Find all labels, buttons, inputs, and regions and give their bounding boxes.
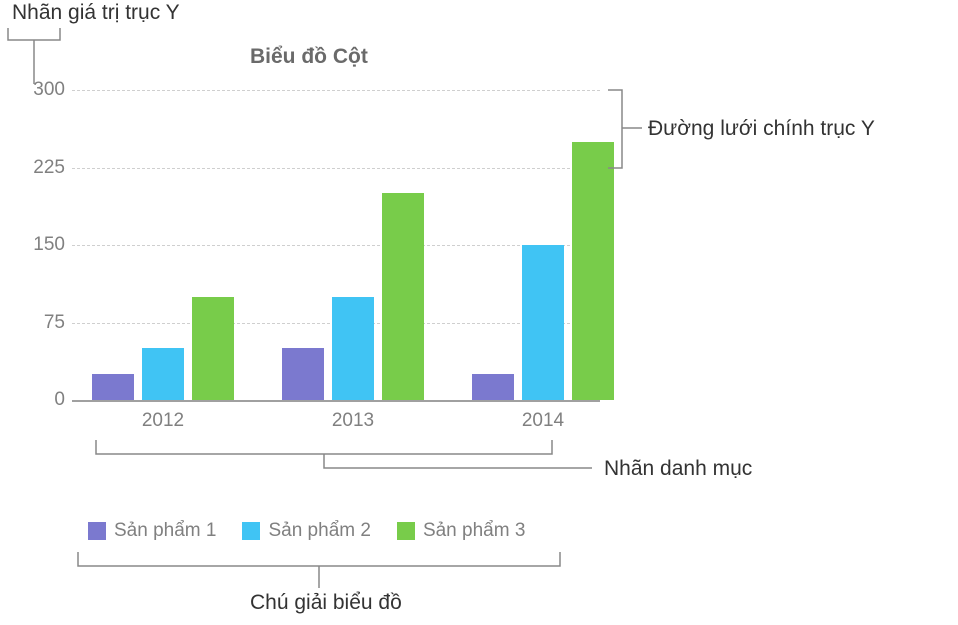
y-gridline — [72, 245, 600, 246]
y-axis-tick-label: 300 — [20, 79, 65, 101]
chart-title: Biểu đồ Cột — [250, 45, 368, 69]
y-axis-tick-label: 0 — [20, 389, 65, 411]
legend-label: Sản phẩm 3 — [423, 520, 525, 542]
y-gridline — [72, 168, 600, 169]
callout-category-label: Nhãn danh mục — [604, 456, 752, 481]
legend-swatch — [242, 522, 260, 540]
chart-plot-area — [72, 90, 600, 400]
x-axis-category-label: 2013 — [332, 410, 374, 432]
chart-bar — [522, 245, 564, 400]
chart-bar — [92, 374, 134, 400]
legend-label: Sản phẩm 2 — [268, 520, 370, 542]
y-gridline — [72, 90, 600, 91]
y-axis-tick-label: 75 — [20, 312, 65, 334]
chart-bar — [472, 374, 514, 400]
chart-bar — [192, 297, 234, 400]
callout-legend: Chú giải biểu đồ — [250, 590, 402, 615]
y-axis-tick-label: 150 — [20, 234, 65, 256]
x-axis-category-label: 2014 — [522, 410, 564, 432]
legend-item: Sản phẩm 1 — [88, 520, 216, 542]
legend-item: Sản phẩm 2 — [242, 520, 370, 542]
legend-item: Sản phẩm 3 — [397, 520, 525, 542]
chart-bar — [332, 297, 374, 400]
legend-swatch — [88, 522, 106, 540]
x-axis-category-label: 2012 — [142, 410, 184, 432]
chart-bar — [382, 193, 424, 400]
chart-legend: Sản phẩm 1 Sản phẩm 2 Sản phẩm 3 — [88, 520, 525, 542]
legend-label: Sản phẩm 1 — [114, 520, 216, 542]
legend-swatch — [397, 522, 415, 540]
chart-bar — [142, 348, 184, 400]
callout-y-gridline: Đường lưới chính trục Y — [648, 116, 875, 141]
y-axis-tick-label: 225 — [20, 157, 65, 179]
x-axis-baseline — [72, 400, 600, 402]
chart-bar — [282, 348, 324, 400]
